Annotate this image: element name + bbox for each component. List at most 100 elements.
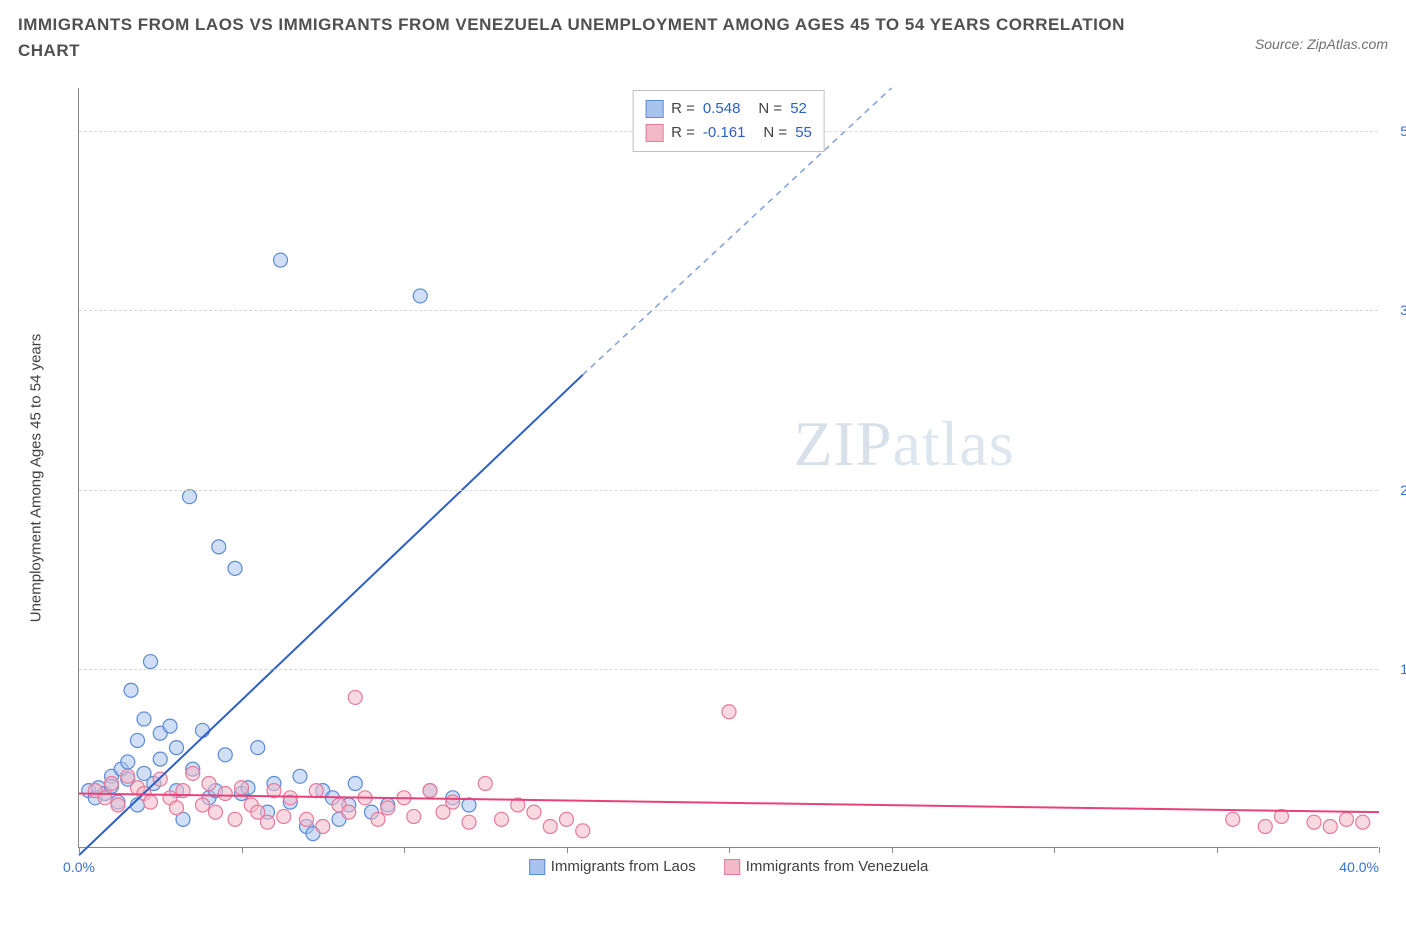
data-point <box>423 784 437 798</box>
data-point <box>274 253 288 267</box>
gridline <box>79 490 1378 491</box>
data-point <box>186 766 200 780</box>
stats-swatch-laos <box>645 100 663 118</box>
data-point <box>170 801 184 815</box>
stats-r-value-laos: 0.548 <box>703 97 741 121</box>
chart-container: Unemployment Among Ages 45 to 54 years Z… <box>48 78 1388 878</box>
data-point <box>560 812 574 826</box>
data-point <box>495 812 509 826</box>
data-point <box>1307 815 1321 829</box>
data-point <box>228 812 242 826</box>
data-point <box>218 787 232 801</box>
data-point <box>163 719 177 733</box>
data-point <box>235 781 249 795</box>
data-point <box>1226 812 1240 826</box>
data-point <box>293 769 307 783</box>
data-point <box>131 733 145 747</box>
stats-r-label: R = <box>671 121 695 145</box>
data-point <box>209 805 223 819</box>
data-point <box>144 795 158 809</box>
y-axis-label: Unemployment Among Ages 45 to 54 years <box>28 334 45 623</box>
header: IMMIGRANTS FROM LAOS VS IMMIGRANTS FROM … <box>0 0 1406 67</box>
data-point <box>261 815 275 829</box>
data-point <box>144 655 158 669</box>
x-tick <box>1379 847 1380 853</box>
x-tick-label: 40.0% <box>1339 859 1379 875</box>
data-point <box>342 805 356 819</box>
x-tick <box>567 847 568 853</box>
gridline <box>79 310 1378 311</box>
x-tick <box>404 847 405 853</box>
stats-r-label: R = <box>671 97 695 121</box>
stats-n-label: N = <box>758 97 782 121</box>
legend-item-laos: Immigrants from Laos <box>529 858 696 875</box>
data-point <box>124 683 138 697</box>
stats-n-value-venezuela: 55 <box>795 121 812 145</box>
data-point <box>111 798 125 812</box>
chart-title: IMMIGRANTS FROM LAOS VS IMMIGRANTS FROM … <box>18 12 1168 63</box>
x-tick <box>1054 847 1055 853</box>
data-point <box>183 490 197 504</box>
data-point <box>722 705 736 719</box>
gridline <box>79 669 1378 670</box>
data-point <box>348 776 362 790</box>
y-tick-label: 12.5% <box>1400 661 1406 677</box>
data-point <box>381 801 395 815</box>
plot-svg <box>79 88 1378 847</box>
legend-swatch-laos <box>529 859 545 875</box>
stats-r-value-venezuela: -0.161 <box>703 121 746 145</box>
correlation-stats-box: R = 0.548 N = 52 R = -0.161 N = 55 <box>632 90 825 152</box>
data-point <box>137 712 151 726</box>
data-point <box>527 805 541 819</box>
data-point <box>283 791 297 805</box>
data-point <box>202 776 216 790</box>
data-point <box>196 798 210 812</box>
legend-swatch-venezuela <box>724 859 740 875</box>
stats-row-venezuela: R = -0.161 N = 55 <box>645 121 812 145</box>
x-tick <box>79 847 80 853</box>
y-tick-label: 50.0% <box>1400 123 1406 139</box>
data-point <box>1323 819 1337 833</box>
data-point <box>170 741 184 755</box>
data-point <box>218 748 232 762</box>
trend-line <box>79 375 583 855</box>
y-tick-label: 25.0% <box>1400 482 1406 498</box>
data-point <box>576 824 590 838</box>
x-tick <box>892 847 893 853</box>
legend-label-laos: Immigrants from Laos <box>551 858 696 875</box>
stats-n-value-laos: 52 <box>790 97 807 121</box>
x-tick <box>242 847 243 853</box>
data-point <box>251 741 265 755</box>
data-point <box>121 769 135 783</box>
data-point <box>277 809 291 823</box>
data-point <box>413 289 427 303</box>
data-point <box>1258 819 1272 833</box>
data-point <box>371 812 385 826</box>
x-tick <box>729 847 730 853</box>
data-point <box>309 784 323 798</box>
data-point <box>462 815 476 829</box>
data-point <box>153 752 167 766</box>
data-point <box>478 776 492 790</box>
source-attribution: Source: ZipAtlas.com <box>1255 36 1388 52</box>
data-point <box>300 812 314 826</box>
x-tick-label: 0.0% <box>63 859 95 875</box>
plot-area: ZIPatlas R = 0.548 N = 52 R = -0.161 N =… <box>78 88 1378 848</box>
stats-row-laos: R = 0.548 N = 52 <box>645 97 812 121</box>
legend-item-venezuela: Immigrants from Venezuela <box>724 858 929 875</box>
data-point <box>1340 812 1354 826</box>
data-point <box>348 690 362 704</box>
data-point <box>105 776 119 790</box>
data-point <box>196 723 210 737</box>
data-point <box>121 755 135 769</box>
stats-swatch-venezuela <box>645 124 663 142</box>
data-point <box>407 809 421 823</box>
legend-label-venezuela: Immigrants from Venezuela <box>746 858 929 875</box>
data-point <box>316 819 330 833</box>
legend: Immigrants from Laos Immigrants from Ven… <box>529 858 929 875</box>
y-tick-label: 37.5% <box>1400 302 1406 318</box>
data-point <box>1356 815 1370 829</box>
data-point <box>446 795 460 809</box>
stats-n-label: N = <box>763 121 787 145</box>
data-point <box>543 819 557 833</box>
